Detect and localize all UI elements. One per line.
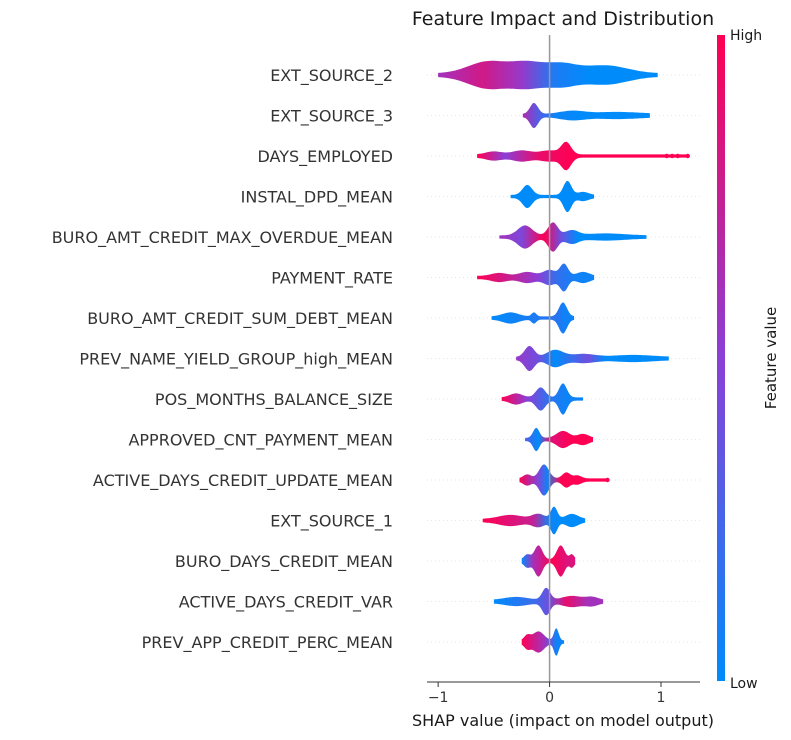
colorbar-low-label: Low	[730, 676, 758, 692]
feature-label: PREV_NAME_YIELD_GROUP_high_MEAN	[79, 350, 393, 370]
feature-label-layer: EXT_SOURCE_2 EXT_SOURCE_3 DAYS_EMPLOYED INS…	[52, 66, 393, 653]
x-axis-label: SHAP value (impact on model output)	[412, 711, 714, 730]
outlier-point	[664, 153, 669, 159]
violin-shape	[501, 383, 583, 415]
violin-shape	[499, 222, 647, 252]
outlier-point	[669, 153, 675, 159]
colorbar: High Low Feature value	[717, 28, 780, 692]
violin-shape	[519, 464, 609, 496]
outlier-point	[675, 153, 680, 159]
feature-label: ACTIVE_DAYS_CREDIT_VAR	[179, 593, 393, 613]
x-tick-label: 0	[545, 690, 554, 706]
violin-shape	[482, 506, 586, 535]
violin-shape	[510, 180, 595, 213]
colorbar-title: Feature value	[762, 307, 780, 409]
x-tick-label: 1	[657, 690, 666, 706]
violin-shape	[491, 302, 575, 334]
violin-layer	[438, 60, 690, 656]
feature-label: DAYS_EMPLOYED	[258, 147, 394, 167]
outlier-point	[685, 153, 690, 159]
feature-label: INSTAL_DPD_MEAN	[241, 188, 393, 208]
violin-shape	[477, 263, 595, 292]
x-axis: −1 0 1 SHAP value (impact on model output)	[412, 681, 714, 730]
feature-label: EXT_SOURCE_1	[270, 512, 393, 532]
violin-shape	[521, 628, 565, 656]
chart-title: Feature Impact and Distribution	[412, 8, 714, 30]
violin-shape	[516, 345, 669, 372]
violin-shape	[438, 60, 658, 90]
feature-label: APPROVED_CNT_PAYMENT_MEAN	[128, 431, 393, 451]
violin-shape	[522, 102, 650, 129]
colorbar-high-label: High	[730, 28, 762, 44]
feature-label: PREV_APP_CREDIT_PERC_MEAN	[142, 633, 393, 653]
x-tick-label: −1	[428, 690, 449, 706]
feature-label: PAYMENT_RATE	[271, 269, 393, 289]
violin-shape	[525, 427, 593, 452]
violin-shape	[493, 587, 604, 616]
outlier-point	[605, 477, 610, 483]
feature-label: EXT_SOURCE_2	[270, 66, 393, 86]
feature-label: POS_MONTHS_BALANCE_SIZE	[155, 390, 393, 410]
feature-label: BURO_AMT_CREDIT_SUM_DEBT_MEAN	[87, 309, 393, 329]
feature-label: BURO_AMT_CREDIT_MAX_OVERDUE_MEAN	[52, 228, 393, 248]
feature-label: ACTIVE_DAYS_CREDIT_UPDATE_MEAN	[93, 471, 393, 491]
violin-shape	[521, 545, 576, 577]
feature-label: EXT_SOURCE_3	[270, 107, 393, 127]
x-ticks: −1 0 1	[428, 682, 666, 706]
violin-shape	[477, 141, 689, 171]
feature-label: BURO_DAYS_CREDIT_MEAN	[175, 552, 393, 572]
colorbar-gradient	[717, 35, 725, 681]
